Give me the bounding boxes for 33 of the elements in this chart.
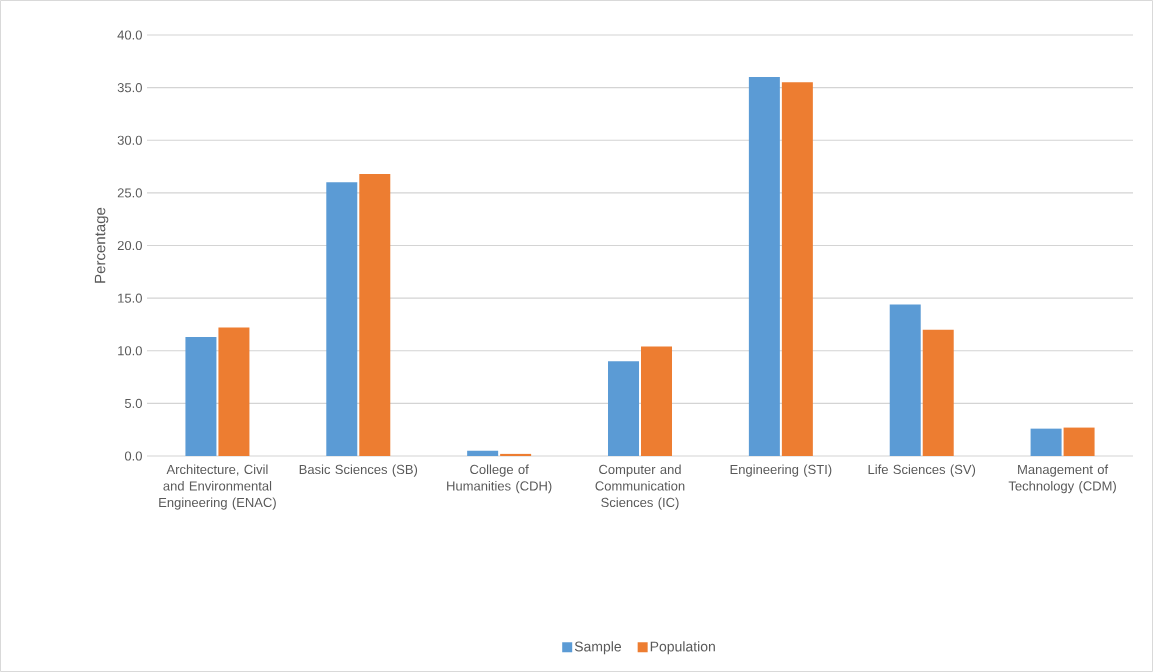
bar	[608, 361, 640, 456]
y-tick-label: 40.0	[117, 30, 142, 40]
bar	[641, 346, 672, 456]
y-tick-label: 0.0	[124, 451, 142, 461]
y-axis-title: Percentage	[94, 207, 109, 283]
bar	[467, 450, 499, 456]
x-tick-label: Life Sciences (SV)	[868, 464, 976, 477]
bar	[1030, 428, 1062, 456]
bar	[185, 337, 217, 456]
x-tick-label: Engineering (STI)	[730, 464, 832, 477]
y-tick-label: 20.0	[117, 240, 142, 251]
y-tick-label: 5.0	[124, 398, 142, 408]
x-tick-label: Management of Technology (CDM)	[1008, 464, 1116, 494]
bar	[748, 77, 780, 456]
legend-label: Population	[650, 641, 715, 655]
bar	[1063, 427, 1095, 456]
y-tick-label: 10.0	[118, 346, 142, 356]
x-tick-label: College of Humanities (CDH)	[447, 464, 552, 494]
y-tick-label: 25.0	[117, 188, 142, 198]
bar	[218, 327, 250, 456]
x-tick-label: Basic Sciences (SB)	[299, 464, 418, 477]
x-tick-label: Architecture, Civil and Environmental Engineering (ENAC)	[159, 464, 276, 510]
y-tick-label: 35.0	[117, 83, 142, 93]
x-tick-label: Computer and Communication Sciences (IC)	[595, 464, 685, 510]
bar	[500, 453, 532, 456]
bar	[889, 304, 921, 456]
bar	[326, 182, 358, 456]
y-tick-label: 15.0	[118, 293, 142, 303]
bar	[922, 329, 954, 456]
legend-label: Sample	[574, 641, 622, 655]
y-tick-label: 30.0	[117, 135, 142, 145]
bar	[781, 82, 813, 456]
bar	[359, 173, 391, 456]
